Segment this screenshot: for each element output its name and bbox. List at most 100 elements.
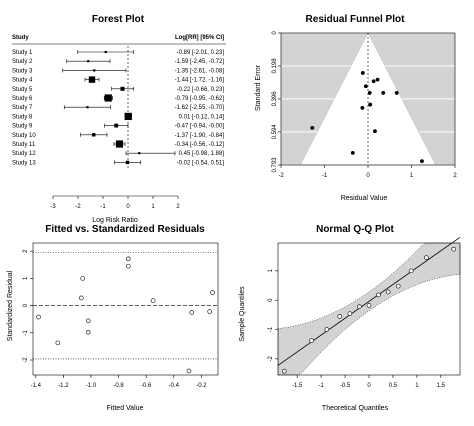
funnel-point: [350, 150, 355, 155]
funnel-x-tick-label: -2: [278, 173, 284, 179]
forest-point-estimate: [125, 160, 130, 165]
qq-y-axis-label: Sample Quantiles: [239, 286, 246, 342]
fitted-x-axis-label: Fitted Value: [107, 405, 144, 412]
funnel-point: [381, 91, 386, 95]
forest-x-tick-label: -2: [75, 204, 81, 210]
fitted-y-tick-label: 0: [23, 303, 29, 307]
fitted-point: [210, 290, 215, 295]
qq-point: [324, 327, 330, 332]
fitted-y-axis-label: Standardized Residual: [7, 270, 14, 341]
fitted-point: [207, 309, 213, 314]
fitted-y-tick-label: -1: [23, 329, 29, 335]
forest-point-estimate: [104, 94, 112, 102]
fitted-residual-title: Fitted vs. Standardized Residuals: [45, 224, 205, 235]
fitted-x-tick-label: -0.8: [113, 383, 124, 389]
forest-point-estimate: [124, 112, 132, 120]
forest-point-estimate: [92, 133, 96, 137]
forest-study-label: Study 8: [12, 114, 33, 120]
qq-x-tick-label: 1: [415, 383, 419, 389]
qq-x-tick-label: -0.5: [340, 383, 351, 389]
qq-x-tick-label: 0.5: [389, 383, 398, 389]
funnel-point: [373, 129, 377, 134]
funnel-plot-panel: Residual Funnel Plot -2 -1 0 1 2 0 0.198 0.396 0…: [255, 14, 457, 202]
fitted-point: [85, 318, 91, 324]
forest-estimate-text: -1.35 [-2.61, -0.08]: [175, 68, 225, 74]
forest-point-estimate: [104, 50, 107, 54]
fitted-point: [150, 298, 156, 303]
qq-y-tick-label: -2: [268, 356, 274, 362]
forest-estimate-text: -1.44 [-1.72, -1.16]: [175, 78, 225, 84]
forest-point-estimate: [138, 152, 141, 155]
forest-point-estimate: [120, 86, 125, 91]
funnel-point: [420, 159, 424, 164]
fitted-point: [85, 329, 91, 335]
forest-study-label: Study 9: [12, 124, 33, 130]
forest-plot-title: Forest Plot: [92, 14, 145, 25]
qq-y-tick-label: -1: [268, 326, 274, 332]
qq-x-tick-label: -1.5: [292, 383, 303, 389]
qq-point: [451, 246, 457, 252]
funnel-y-tick-label: 0.793: [272, 157, 278, 173]
forest-x-tick-label: -3: [50, 204, 56, 210]
forest-estimate-text: 0.01 [-0.12, 0.14]: [179, 114, 225, 120]
qq-point: [281, 368, 287, 374]
funnel-y-tick-label: 0.594: [272, 124, 278, 140]
fitted-x-tick-label: -0.2: [196, 383, 207, 389]
fitted-y-tick-label: 2: [23, 249, 29, 253]
funnel-point: [363, 84, 368, 89]
forest-estimate-text: -0.47 [-0.94, -0.00]: [175, 124, 225, 130]
fitted-x-tick-label: -1.0: [86, 383, 97, 389]
fitted-x-tick-label: -0.6: [141, 383, 152, 389]
funnel-y-tick-label: 0.198: [272, 58, 278, 74]
qq-x-tick-label: 1.5: [437, 383, 446, 389]
forest-point-estimate: [93, 69, 96, 72]
funnel-x-tick-label: 1: [410, 173, 414, 179]
forest-point-estimate: [88, 76, 96, 83]
fitted-point: [80, 276, 86, 281]
forest-x-tick-label: -1: [100, 204, 106, 210]
fitted-y-tick-label: 1: [23, 276, 29, 280]
qq-y-tick-label: 1: [268, 269, 274, 273]
forest-header-study: Study: [12, 35, 29, 41]
qq-point: [357, 304, 362, 309]
qq-x-tick-label: -1: [318, 383, 324, 389]
funnel-point: [394, 91, 399, 95]
forest-estimate-text: -1.59 [-2.45, -0.72]: [175, 59, 225, 65]
forest-study-label: Study 13: [12, 160, 36, 166]
forest-x-axis: -3 -2 -1 0 1 2: [50, 195, 180, 210]
forest-point-estimate: [115, 140, 124, 148]
forest-point-estimate: [86, 106, 89, 109]
forest-study-label: Study 10: [12, 133, 36, 139]
forest-estimate-text: -0.34 [-0.56, -0.12]: [175, 142, 225, 148]
forest-x-tick-label: 1: [151, 204, 155, 210]
qq-point: [408, 268, 414, 274]
funnel-point: [310, 125, 315, 130]
qq-point: [395, 283, 401, 289]
qq-fit-line: [277, 236, 461, 366]
forest-x-tick-label: 2: [176, 204, 180, 210]
forest-estimate-text: -0.22 [-0.66, 0.23]: [177, 87, 225, 93]
fitted-x-tick-label: -0.4: [169, 383, 180, 389]
funnel-point: [368, 102, 373, 107]
forest-study-label: Study 1: [12, 50, 33, 56]
fitted-point: [125, 263, 131, 269]
fitted-residual-panel: Fitted vs. Standardized Residuals -1.4 -1…: [7, 224, 219, 412]
funnel-point: [360, 106, 365, 110]
qq-x-axis-label: Theoretical Quantiles: [322, 405, 389, 412]
qq-point: [424, 255, 429, 260]
qq-plot-area: -1.5 -1 -0.5 0 0.5 1 1.5 -2 -1 0 1: [268, 236, 461, 389]
forest-estimate-text: -0.02 [-0.54, 0.51]: [177, 160, 225, 166]
qq-point: [337, 314, 343, 319]
funnel-point: [367, 91, 372, 95]
forest-header-estimate: Log[RR] [95% CI]: [175, 35, 224, 41]
forest-estimate-text: -0.79 [-0.95, -0.62]: [175, 96, 225, 102]
forest-study-label: Study 2: [12, 59, 33, 65]
forest-study-label: Study 12: [12, 151, 36, 157]
qq-point: [309, 338, 314, 343]
funnel-x-tick-label: -1: [322, 173, 328, 179]
funnel-x-axis-label: Residual Value: [341, 195, 388, 202]
forest-point-estimate: [87, 60, 90, 63]
fitted-x-tick-label: -1.4: [31, 383, 42, 389]
qq-point: [347, 311, 353, 316]
